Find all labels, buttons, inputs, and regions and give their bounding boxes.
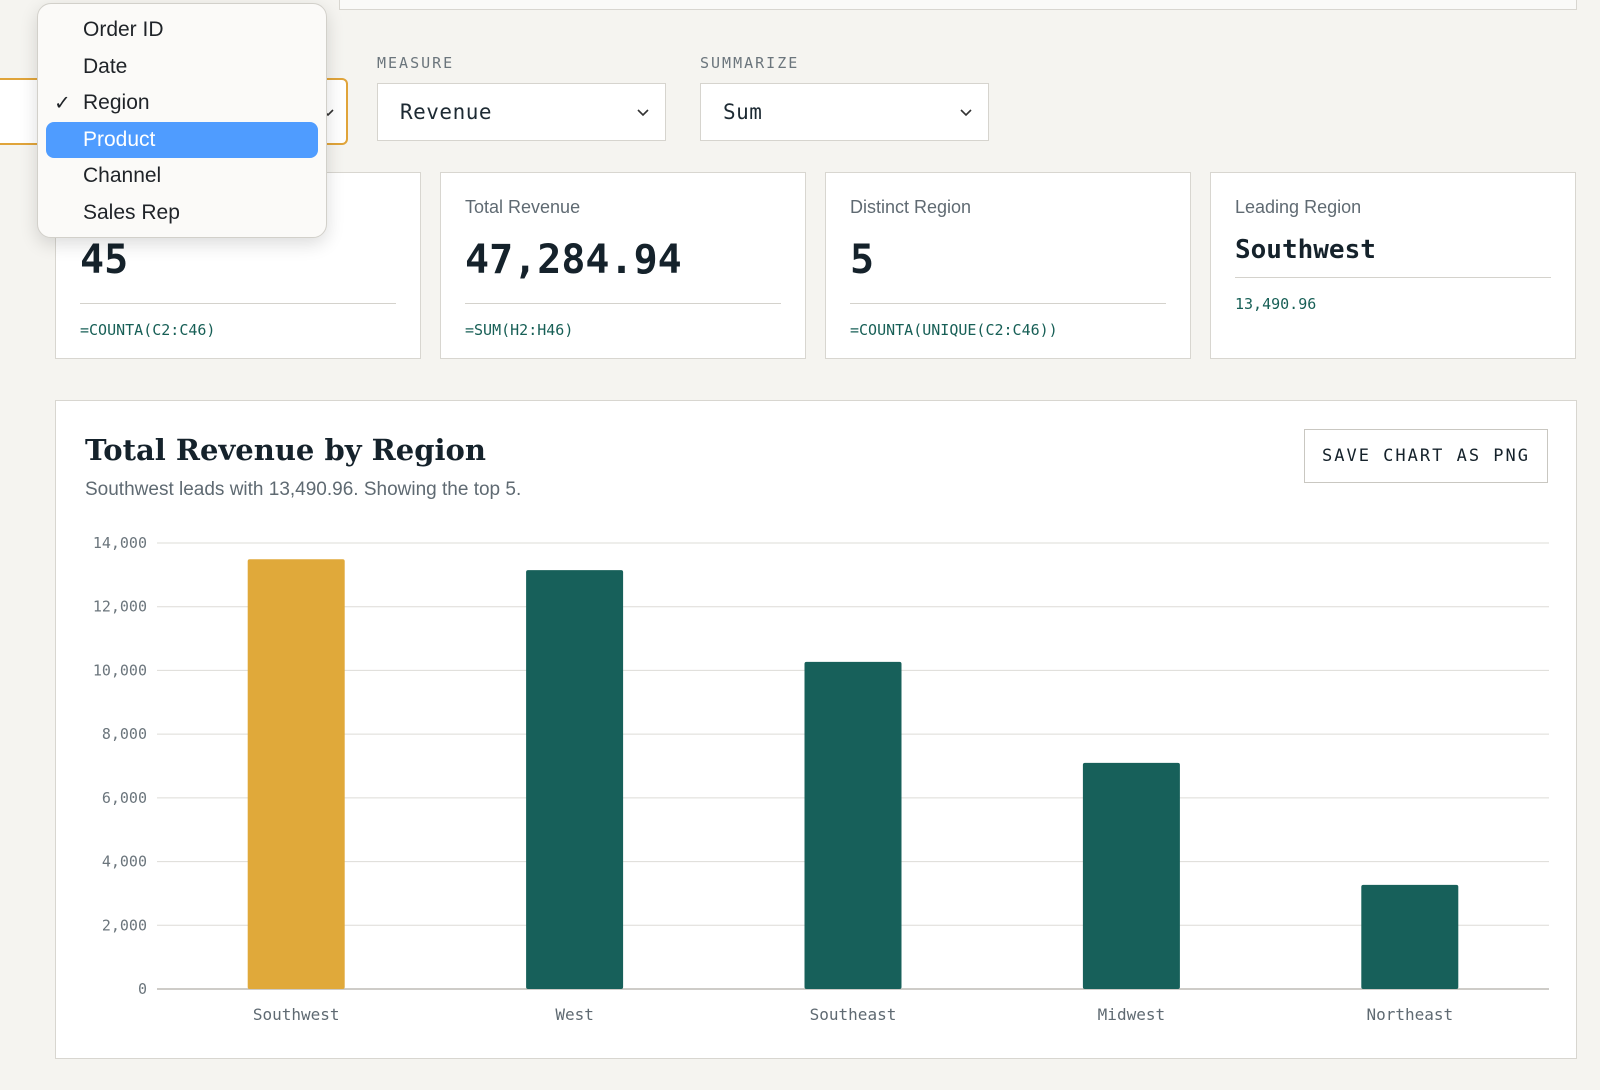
kpi-card-total-revenue: Total Revenue 47,284.94 =SUM(H2:H46) bbox=[440, 172, 806, 359]
checkmark-icon: ✓ bbox=[54, 92, 71, 115]
x-tick-label: Southeast bbox=[810, 1005, 897, 1024]
card-formula: 13,490.96 bbox=[1235, 295, 1317, 313]
card-title: Distinct Region bbox=[850, 197, 972, 217]
card-title: Total Revenue bbox=[465, 197, 581, 217]
dimension-dropdown-menu: Order ID Date ✓ Region Product Channel Sales R… bbox=[37, 3, 327, 238]
card-divider bbox=[465, 303, 781, 304]
y-tick-label: 8,000 bbox=[102, 725, 147, 743]
card-divider bbox=[1235, 277, 1551, 278]
chart-panel: 0 2,000 4,000 6,000 8,000 10,000 12,000 14,000 S… bbox=[55, 400, 1577, 1059]
chart-title: Total Revenue by Region bbox=[85, 433, 486, 467]
card-value: 5 bbox=[850, 237, 875, 283]
y-tick-label: 2,000 bbox=[102, 916, 147, 934]
bar-northeast bbox=[1361, 884, 1459, 989]
chevron-down-icon bbox=[637, 109, 649, 117]
y-tick-label: 12,000 bbox=[93, 598, 147, 616]
card-value: Southwest bbox=[1235, 235, 1376, 265]
menu-item-label: Date bbox=[83, 54, 128, 78]
menu-item-label: Order ID bbox=[83, 18, 164, 42]
kpi-card-distinct-region: Distinct Region 5 =COUNTA(UNIQUE(C2:C46)… bbox=[825, 172, 1191, 359]
menu-item-product[interactable]: Product bbox=[46, 121, 318, 158]
bar-chart: 0 2,000 4,000 6,000 8,000 10,000 12,000 14,000 S… bbox=[93, 534, 1549, 1024]
upper-panel-edge bbox=[339, 0, 1577, 10]
card-divider bbox=[80, 303, 396, 304]
x-tick-label: Northeast bbox=[1366, 1005, 1453, 1024]
bar-southwest bbox=[247, 559, 345, 989]
chart-subtitle: Southwest leads with 13,490.96. Showing … bbox=[85, 479, 522, 500]
menu-item-label: Region bbox=[83, 91, 150, 115]
menu-item-label: Product bbox=[83, 127, 156, 151]
menu-item-label: Sales Rep bbox=[83, 200, 180, 224]
summarize-select[interactable]: Sum bbox=[700, 83, 989, 141]
card-formula: =COUNTA(UNIQUE(C2:C46)) bbox=[850, 321, 1058, 339]
menu-item-label: Channel bbox=[83, 164, 162, 188]
card-formula: =COUNTA(C2:C46) bbox=[80, 321, 216, 339]
menu-item-channel[interactable]: Channel bbox=[46, 158, 318, 195]
measure-select-value: Revenue bbox=[400, 100, 493, 124]
menu-item-region[interactable]: ✓ Region bbox=[46, 85, 318, 122]
bar-southeast bbox=[804, 661, 902, 989]
y-tick-label: 0 bbox=[138, 980, 147, 998]
measure-label: MEASURE bbox=[377, 54, 455, 72]
card-value: 47,284.94 bbox=[465, 237, 682, 283]
x-tick-label: Southwest bbox=[253, 1005, 340, 1024]
x-tick-label: Midwest bbox=[1098, 1005, 1165, 1024]
kpi-card-leading-region: Leading Region Southwest 13,490.96 bbox=[1210, 172, 1576, 359]
bar-west bbox=[526, 570, 624, 989]
save-chart-button[interactable]: SAVE CHART AS PNG bbox=[1304, 429, 1548, 483]
menu-item-date[interactable]: Date bbox=[46, 49, 318, 86]
summarize-select-value: Sum bbox=[723, 100, 763, 124]
card-formula: =SUM(H2:H46) bbox=[465, 321, 574, 339]
y-tick-label: 6,000 bbox=[102, 789, 147, 807]
x-tick-label: West bbox=[555, 1005, 594, 1024]
chevron-down-icon bbox=[960, 109, 972, 117]
card-value: 45 bbox=[80, 237, 129, 283]
card-divider bbox=[850, 303, 1166, 304]
y-tick-label: 14,000 bbox=[93, 534, 147, 552]
card-title: Leading Region bbox=[1235, 197, 1362, 217]
summarize-label: SUMMARIZE bbox=[700, 54, 800, 72]
bar-midwest bbox=[1082, 762, 1180, 989]
measure-select[interactable]: Revenue bbox=[377, 83, 666, 141]
menu-item-sales-rep[interactable]: Sales Rep bbox=[46, 195, 318, 232]
y-tick-label: 4,000 bbox=[102, 853, 147, 871]
menu-item-order-id[interactable]: Order ID bbox=[46, 12, 318, 49]
y-tick-label: 10,000 bbox=[93, 661, 147, 679]
